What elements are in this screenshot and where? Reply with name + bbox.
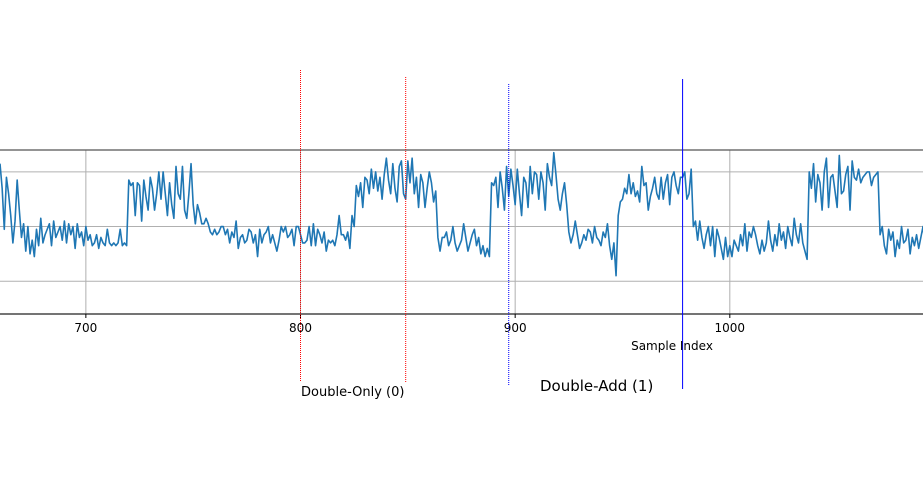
annotation-double-only: Double-Only (0) [301, 385, 404, 400]
x-tick-label: 700 [74, 321, 97, 335]
plot-area [0, 151, 923, 277]
x-axis-label: Sample Index [631, 339, 713, 353]
series-line-trace [0, 151, 923, 277]
x-tick-label: 900 [504, 321, 527, 335]
vertical-markers [300, 70, 684, 389]
x-axis-ticks: 700 800 900 1000 [74, 314, 745, 335]
x-tick-label: 1000 [715, 321, 746, 335]
annotation-double-add: Double-Add (1) [540, 377, 653, 395]
